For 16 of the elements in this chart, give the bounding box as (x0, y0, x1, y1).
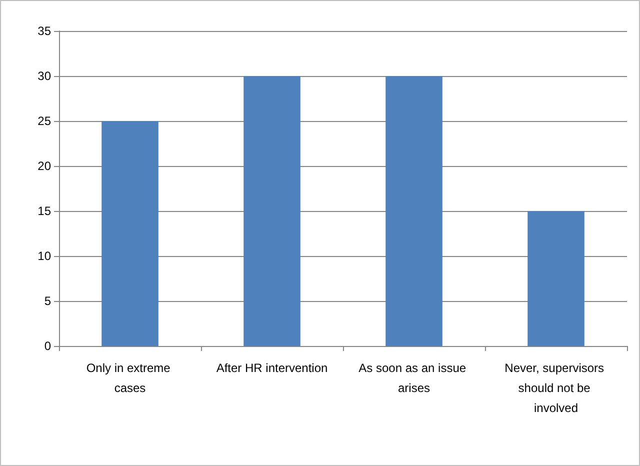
y-tick-label: 30 (38, 69, 52, 83)
y-tick-label: 15 (38, 204, 52, 218)
bar (386, 76, 442, 346)
bar (528, 211, 584, 346)
bar (244, 76, 300, 346)
y-tick-label: 5 (44, 294, 52, 308)
x-tick-label: Never, supervisors should not be involved (504, 361, 608, 415)
y-tick-label: 10 (38, 249, 52, 263)
bar (102, 121, 158, 346)
x-tick-label: After HR intervention (216, 361, 328, 375)
y-tick-label: 0 (44, 339, 52, 353)
x-tick-label: As soon as an issue arises (358, 361, 470, 395)
y-tick-label: 35 (38, 24, 52, 38)
x-tick-label: Only in extreme cases (86, 361, 174, 395)
y-tick-label: 20 (38, 159, 52, 173)
y-tick-label: 25 (38, 114, 52, 128)
